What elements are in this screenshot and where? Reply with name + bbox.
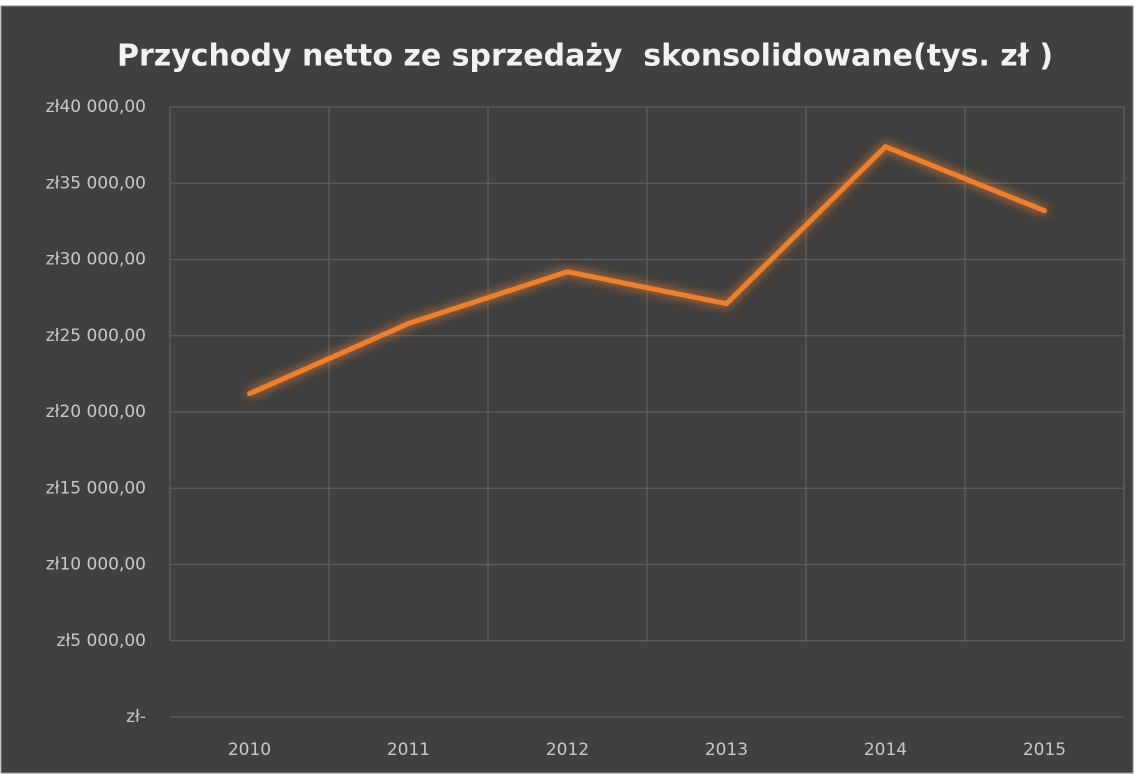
y-tick-label: zł35 000,00 [46, 173, 146, 193]
x-tick-label: 2012 [546, 740, 589, 760]
y-tick-label: zł- [126, 707, 146, 727]
x-tick-label: 2015 [1023, 740, 1066, 760]
y-tick-label: zł5 000,00 [57, 631, 146, 651]
x-tick-label: 2014 [864, 740, 907, 760]
y-tick-label: zł10 000,00 [46, 555, 146, 575]
y-tick-label: zł30 000,00 [46, 250, 146, 270]
chart-background [0, 5, 1134, 774]
x-tick-label: 2013 [705, 740, 748, 760]
y-tick-label: zł15 000,00 [46, 478, 146, 498]
y-tick-label: zł40 000,00 [46, 97, 146, 117]
y-tick-label: zł20 000,00 [46, 402, 146, 422]
x-tick-label: 2010 [228, 740, 271, 760]
y-tick-label: zł25 000,00 [46, 326, 146, 346]
chart-title: Przychody netto ze sprzedaży skonsolidow… [117, 39, 1053, 74]
line-series [247, 144, 1047, 397]
x-tick-label: 2011 [387, 740, 430, 760]
